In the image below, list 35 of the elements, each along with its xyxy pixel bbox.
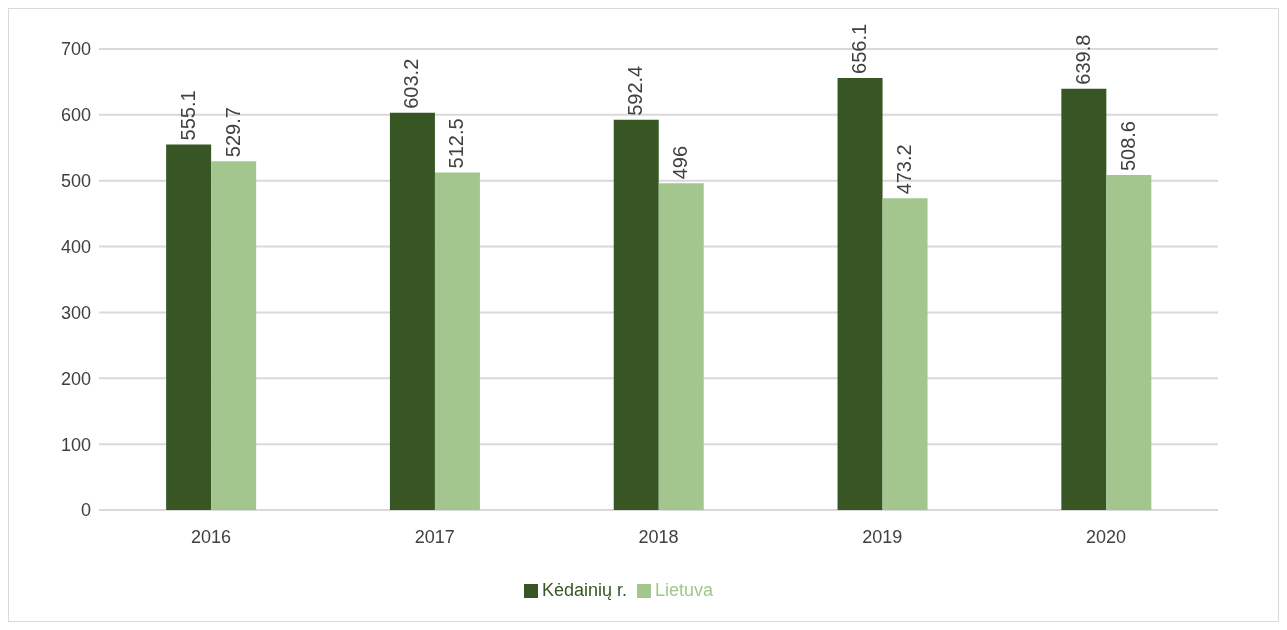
y-tick-label: 600	[60, 105, 91, 126]
data-label: 496	[669, 145, 692, 180]
y-tick-label: 0	[80, 500, 91, 521]
data-label: 555.1	[176, 90, 199, 141]
bar	[434, 172, 480, 510]
data-label: 592.4	[624, 65, 647, 116]
data-label: 508.6	[1116, 120, 1139, 172]
data-label: 656.1	[848, 23, 871, 74]
bar	[389, 112, 435, 510]
data-label: 529.7	[221, 107, 244, 158]
data-label: 639.8	[1071, 34, 1094, 85]
bar	[837, 77, 883, 510]
x-tick-label: 2019	[862, 526, 903, 547]
y-tick-label: 100	[60, 434, 91, 455]
y-tick-label: 200	[60, 368, 91, 389]
x-tick-label: 2018	[638, 526, 679, 547]
bar	[613, 119, 659, 510]
x-tick-label: 2017	[414, 526, 455, 547]
y-tick-label: 300	[60, 302, 91, 323]
legend-label: Lietuva	[655, 580, 714, 600]
legend-label: Kėdainių r.	[541, 580, 627, 600]
bar	[1061, 88, 1107, 510]
data-label: 512.5	[445, 118, 468, 169]
bar	[166, 144, 212, 510]
y-tick-label: 500	[60, 171, 91, 192]
y-tick-label: 400	[60, 236, 91, 257]
data-label: 473.2	[893, 144, 916, 195]
bar	[211, 161, 257, 510]
data-label: 603.2	[400, 58, 423, 109]
y-tick-label: 700	[60, 39, 91, 60]
bar	[1106, 175, 1152, 510]
x-tick-label: 2020	[1086, 526, 1127, 547]
bar	[882, 198, 928, 510]
x-tick-label: 2016	[190, 526, 231, 547]
bar	[658, 183, 704, 510]
